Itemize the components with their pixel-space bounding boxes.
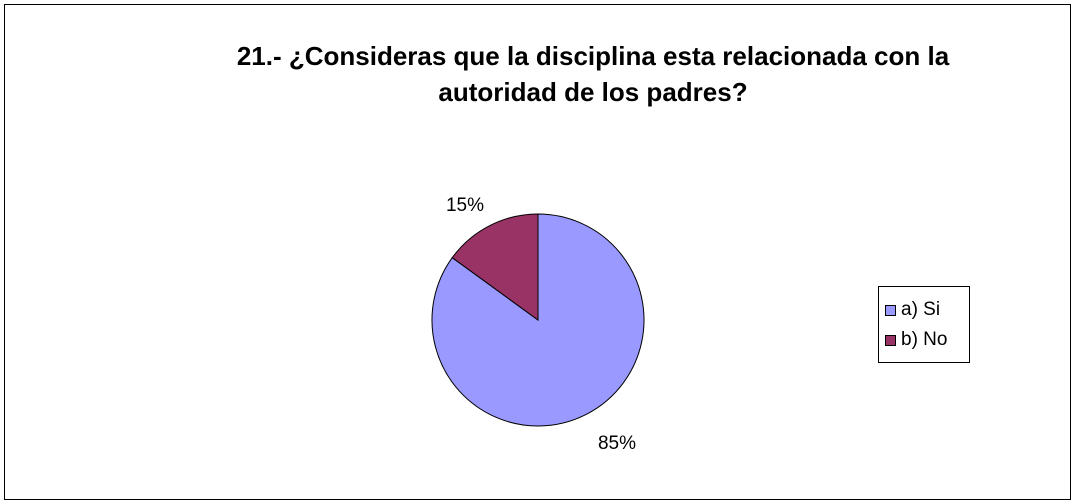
legend-item-no: b) No [879, 325, 969, 355]
data-label-si: 85% [598, 433, 636, 454]
pie-data-labels: 85% 15% [446, 195, 636, 454]
legend-label-no: b) No [901, 329, 948, 350]
legend-swatch-si [885, 304, 896, 316]
legend-label-si: a) Si [901, 299, 941, 320]
legend-item-si: a) Si [879, 295, 969, 325]
pie-slice-no [451, 213, 539, 321]
chart-title-line-1: 21.- ¿Consideras que la disciplina esta … [236, 41, 950, 71]
chart-title-line-2: autoridad de los padres? [438, 77, 748, 107]
data-label-no: 15% [446, 195, 484, 216]
legend-swatch-no [885, 334, 896, 346]
legend: a) Si b) No [878, 286, 970, 363]
chart-title: 21.- ¿Consideras que la disciplina esta … [0, 38, 1076, 110]
pie-slices [431, 213, 645, 427]
